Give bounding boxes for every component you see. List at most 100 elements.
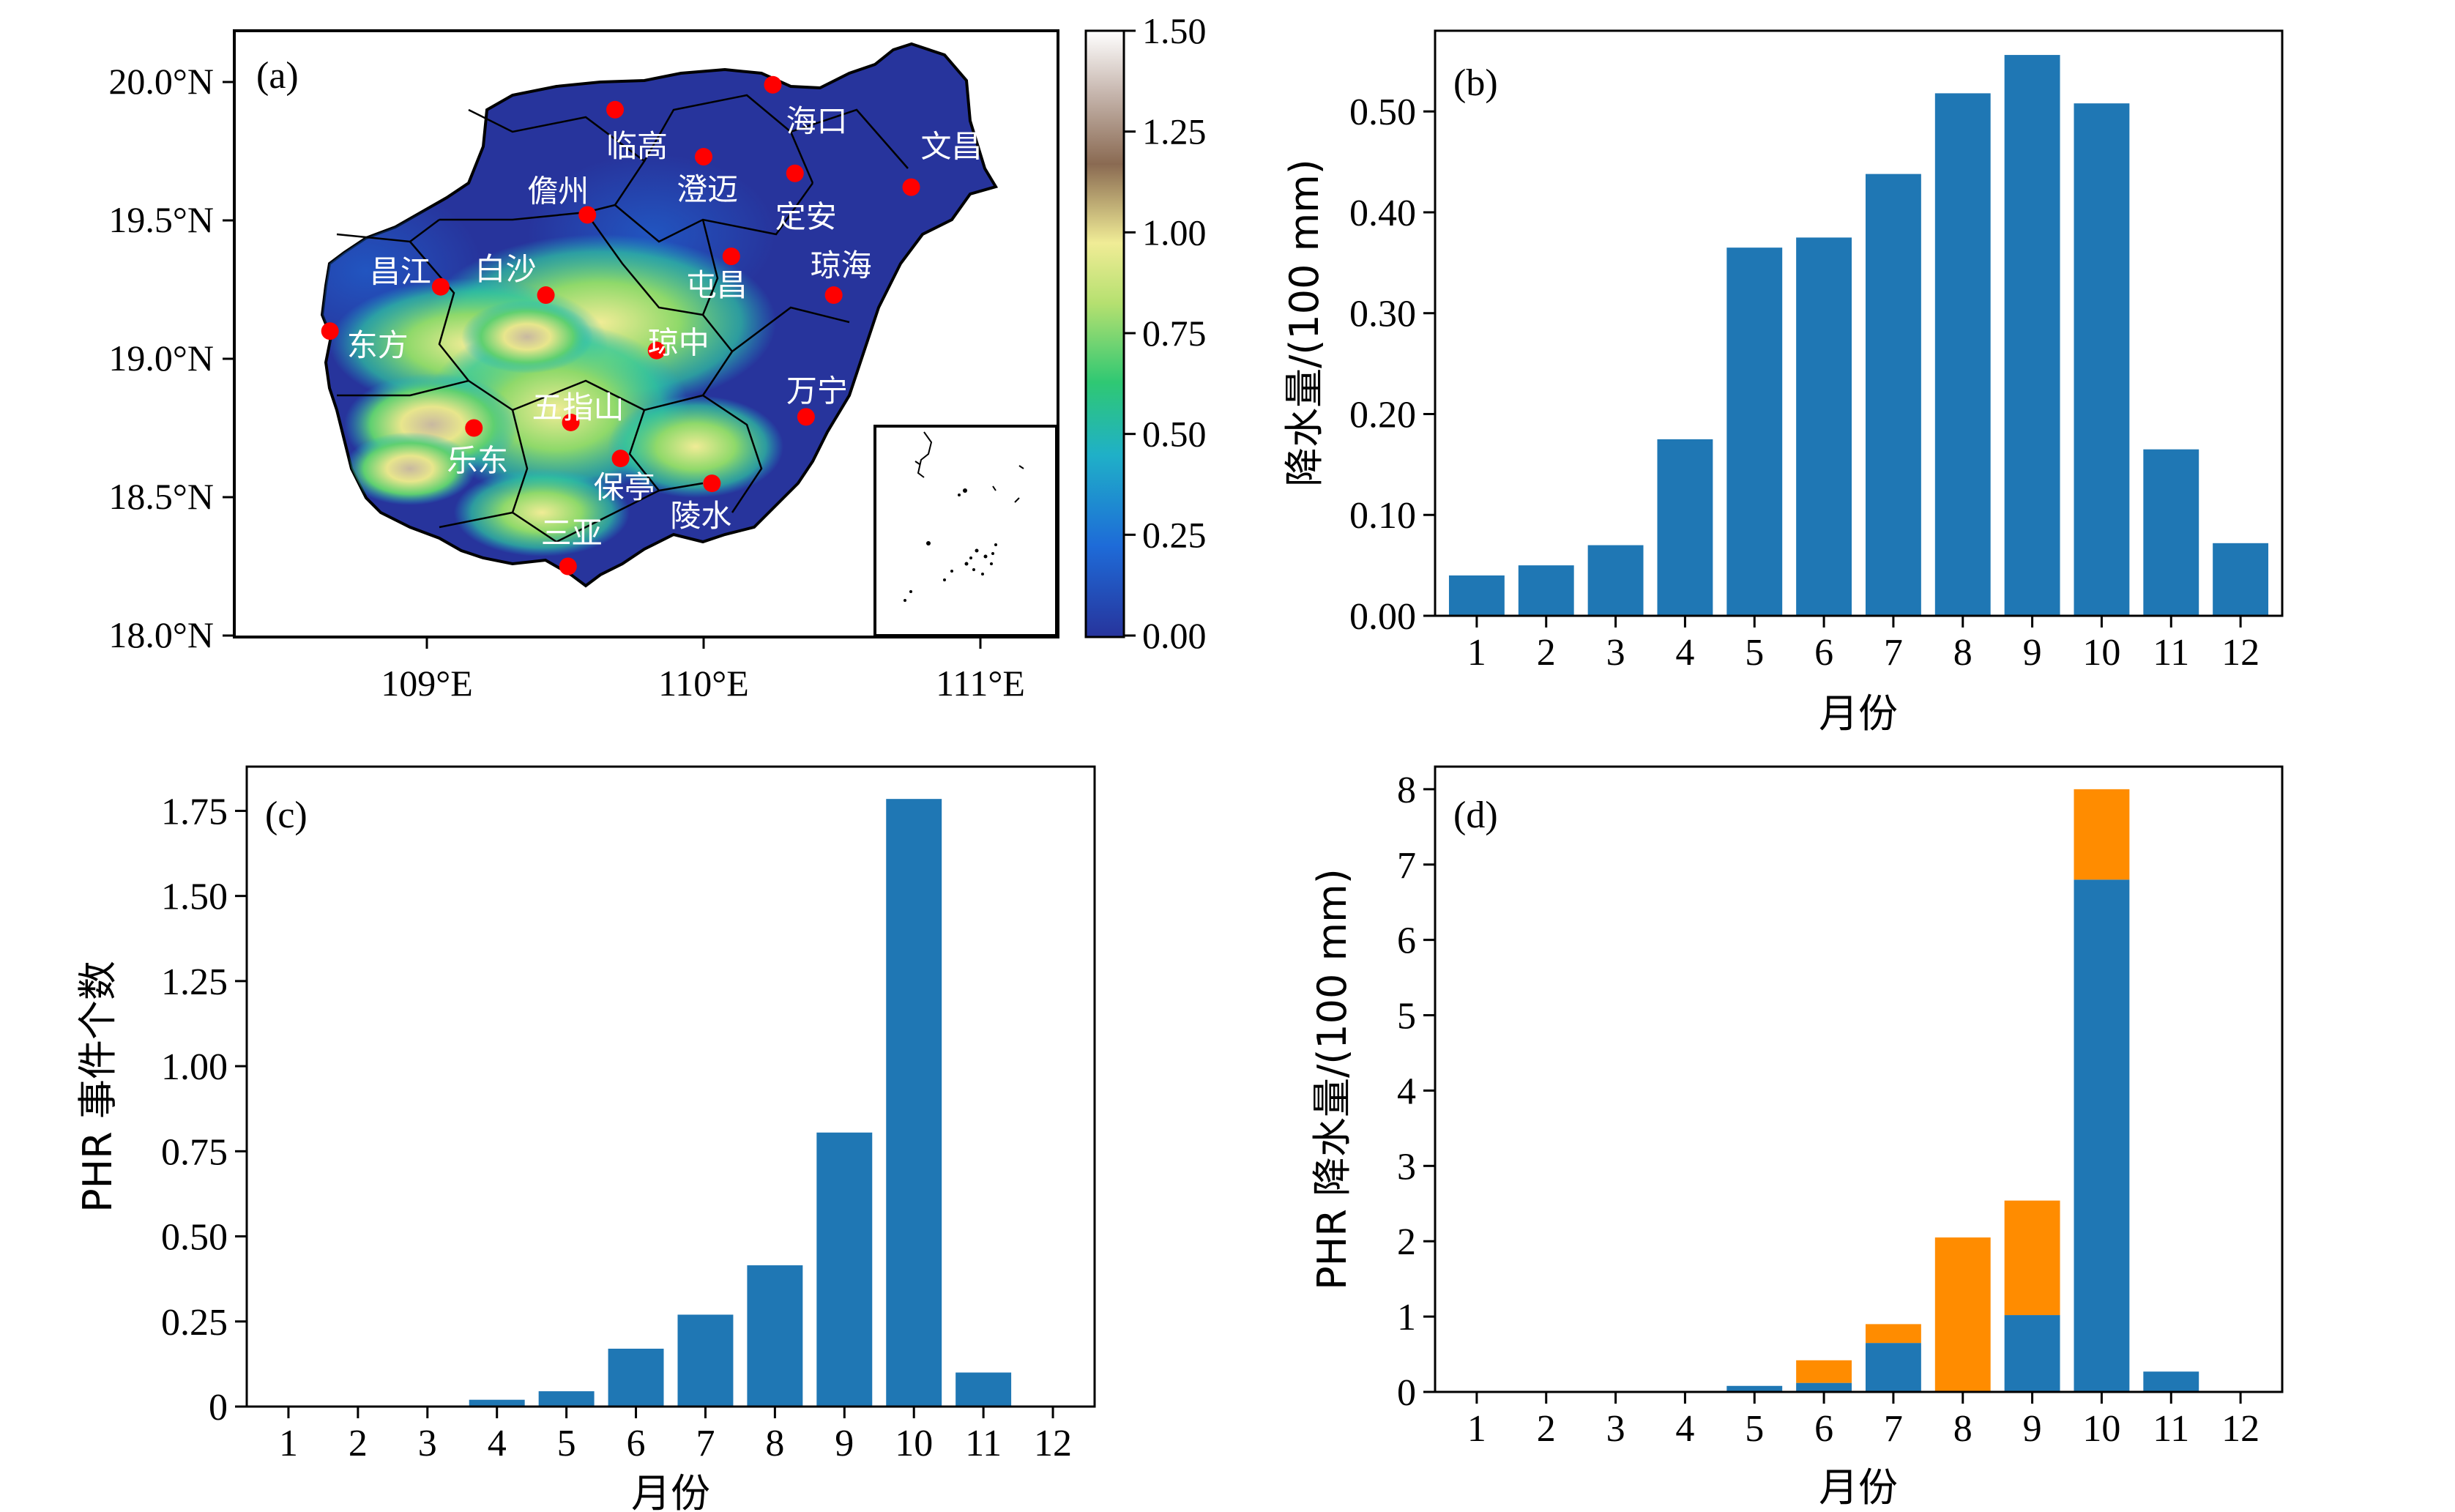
panel-b-chart: 1 2 3 4 5 6 7 8 9 10 11 120.000.100.200.300.400.50 …: [1281, 29, 2284, 737]
panel-b-bar: [2074, 103, 2130, 616]
panel-c-ytick-label: 0: [209, 1387, 228, 1429]
panel-d-ytick-label: 0: [1397, 1372, 1416, 1414]
station-label: 乐东: [447, 443, 508, 479]
panel-d-ytick-label: 1: [1397, 1297, 1416, 1338]
panel-b-bar: [2143, 449, 2199, 616]
panel-c-xtick-label: 3: [418, 1423, 437, 1464]
panel-c-ytick-label: 1.50: [161, 876, 228, 918]
station-dot: [764, 75, 782, 94]
station-label: 三亚: [541, 515, 603, 551]
colorbar-tick-label: 0.25: [1142, 514, 1207, 555]
panel-b-xtick-label: 7: [1884, 632, 1903, 674]
panel-b-bar: [1657, 439, 1713, 616]
station-label: 临高: [606, 128, 668, 164]
lat-tick-18-0: 18.0°N: [108, 614, 214, 655]
station-dot: [703, 474, 721, 493]
station-label: 文昌: [920, 129, 982, 165]
panel-c-ytick-label: 0.25: [161, 1302, 228, 1344]
panel-b-ytick-label: 0.40: [1349, 193, 1416, 234]
panel-c-bar: [608, 1348, 664, 1407]
lon-tick-109: 109°E: [381, 663, 473, 704]
lat-tick-19-0: 19.0°N: [108, 338, 214, 379]
panel-b-bar: [1865, 174, 1921, 616]
station-dot: [797, 408, 815, 426]
panel-d-xtick-label: 7: [1884, 1408, 1903, 1450]
panel-d-bar: [2074, 879, 2130, 1392]
panel-c-ytick-label: 1.25: [161, 961, 228, 1003]
panel-c-bar: [469, 1399, 525, 1407]
station-dot: [611, 450, 630, 468]
panel-d-xtick-label: 6: [1814, 1408, 1833, 1450]
panel-c-xtick-label: 1: [279, 1423, 298, 1464]
colorbar-tick-label: 1.00: [1142, 212, 1207, 253]
panel-d-xtick-label: 12: [2221, 1408, 2260, 1450]
panel-d-xtick-label: 10: [2082, 1408, 2120, 1450]
panel-d-xtick-label: 9: [2023, 1408, 2042, 1450]
panel-c-label: (c): [265, 794, 308, 836]
panel-c-bar: [886, 799, 942, 1407]
panel-d-bar: [1865, 1343, 1921, 1392]
panel-c-bar: [955, 1372, 1012, 1407]
station-dot: [578, 206, 597, 224]
panel-b-label: (b): [1453, 62, 1498, 104]
panel-b-xtick-label: 4: [1675, 632, 1694, 674]
panel-b-bar: [1726, 247, 1783, 616]
panel-d-xtick-label: 1: [1467, 1408, 1486, 1450]
station-label: 五指山: [532, 390, 625, 425]
panel-d-ylabel: PHR 降水量/(100 mm): [1309, 868, 1355, 1290]
panel-d-xtick-label: 5: [1745, 1408, 1764, 1450]
panel-d-bar: [1934, 1237, 1991, 1392]
lat-tick-18-5: 18.5°N: [108, 476, 214, 517]
lat-tick-19-5: 19.5°N: [108, 199, 214, 240]
colorbar-tick-label: 1.50: [1142, 10, 1207, 51]
panel-b-axes: 1 2 3 4 5 6 7 8 9 10 11 120.000.100.200.300.400.50: [1349, 92, 2260, 674]
panel-c-ytick-label: 0.75: [161, 1131, 228, 1173]
panel-c-xtick-label: 5: [557, 1423, 576, 1464]
map-axes: [223, 81, 982, 649]
panel-b-ytick-label: 0.10: [1349, 495, 1416, 537]
station-label: 儋州: [527, 173, 589, 209]
panel-d-xtick-label: 2: [1537, 1408, 1556, 1450]
station-label: 定安: [775, 199, 837, 235]
panel-d-label: (d): [1453, 794, 1498, 836]
station-dot: [431, 278, 450, 296]
station-dot: [465, 419, 483, 437]
station-label: 琼中: [648, 325, 709, 361]
colorbar: 0.00 0.25 0.50 0.75 1.00 1.25 1.50: [1084, 10, 1207, 656]
panel-b-bar: [2004, 55, 2060, 616]
station-label: 昌江: [370, 254, 431, 290]
panel-c-xlabel: 月份: [631, 1470, 710, 1512]
panel-d-xtick-label: 4: [1675, 1408, 1694, 1450]
station-dot: [321, 322, 339, 340]
panel-d-xtick-label: 3: [1606, 1408, 1625, 1450]
station-dot: [824, 286, 843, 305]
panel-d-frame: [1434, 765, 2284, 1393]
lat-tick-20-0: 20.0°N: [108, 61, 214, 102]
panel-c-xtick-label: 8: [765, 1423, 784, 1464]
colorbar-ticks: 0.00 0.25 0.50 0.75 1.00 1.25 1.50: [1124, 10, 1207, 656]
station-dot: [537, 286, 555, 305]
panel-b-ylabel: 降水量/(100 mm): [1281, 159, 1327, 487]
station-label: 屯昌: [686, 267, 748, 303]
station-label: 白沙: [475, 251, 537, 287]
panel-b-ytick-label: 0.00: [1349, 596, 1416, 638]
panel-d-bar: [1796, 1382, 1852, 1392]
panel-b-ytick-label: 0.50: [1349, 92, 1416, 133]
panel-b-xtick-label: 5: [1745, 632, 1764, 674]
panel-d-ytick-label: 4: [1397, 1070, 1416, 1112]
panel-b-xtick-label: 3: [1606, 632, 1625, 674]
panel-c-bar: [677, 1314, 734, 1407]
panel-b-xtick-label: 10: [2082, 632, 2120, 674]
panel-b-bar: [1448, 575, 1505, 616]
panel-c-xtick-label: 9: [835, 1423, 854, 1464]
panel-c-bar: [747, 1265, 803, 1407]
colorbar-tick-label: 0.75: [1142, 313, 1207, 354]
panel-d-ytick-label: 5: [1397, 996, 1416, 1038]
colorbar-tick-label: 1.25: [1142, 111, 1207, 152]
panel-c-bars: [469, 799, 1012, 1407]
lon-tick-111: 111°E: [936, 663, 1025, 704]
